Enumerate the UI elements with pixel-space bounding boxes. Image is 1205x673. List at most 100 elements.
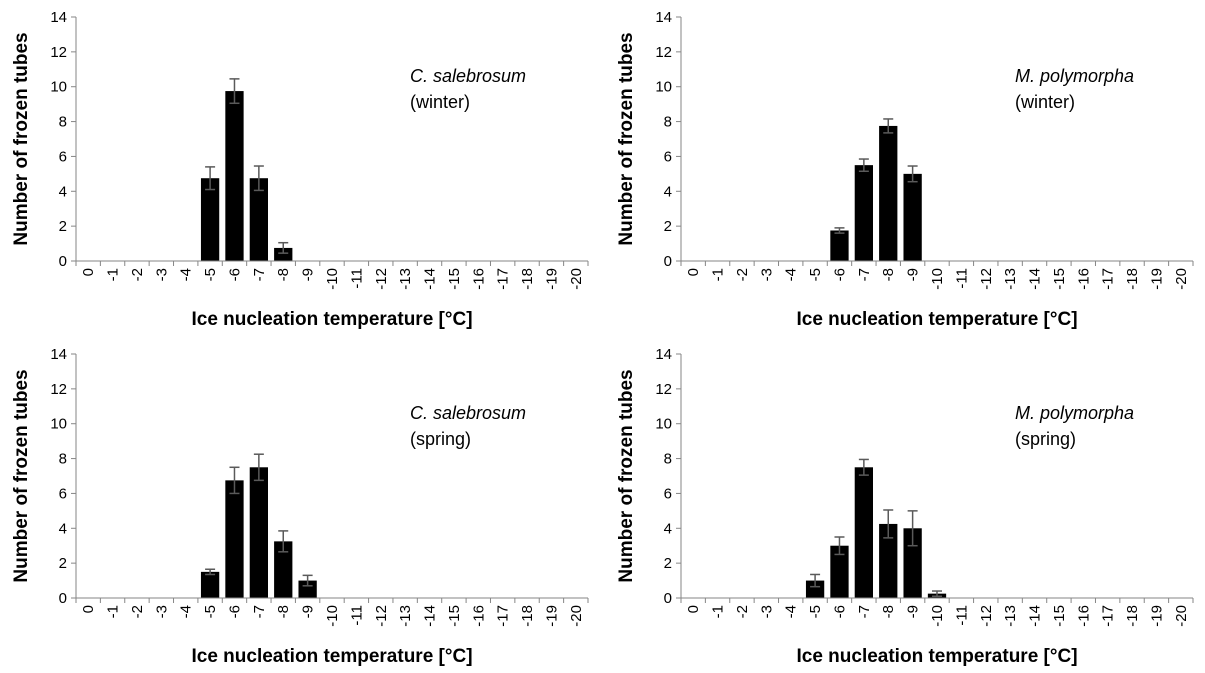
y-tick-label: 6 xyxy=(59,485,67,502)
error-bar xyxy=(858,458,869,476)
x-tick-label: -12 xyxy=(373,605,390,627)
annotation-species: C. salebrosum xyxy=(410,403,526,423)
bar xyxy=(200,571,220,598)
bar xyxy=(805,580,825,598)
x-tick-label: -12 xyxy=(978,605,995,627)
x-tick-label: -17 xyxy=(495,268,512,290)
annotation-species: M. polymorpha xyxy=(1015,403,1134,423)
y-tick-label: 2 xyxy=(59,555,67,572)
x-tick-label: -5 xyxy=(202,605,219,618)
x-tick-label: -5 xyxy=(807,605,824,618)
x-tick-label: -12 xyxy=(978,268,995,290)
error-bar xyxy=(253,453,264,482)
x-axis-title: Ice nucleation temperature [°C] xyxy=(796,646,1077,667)
x-tick-label: -13 xyxy=(397,605,414,627)
x-tick-label: -14 xyxy=(422,605,439,627)
x-tick-label: -3 xyxy=(153,605,170,618)
y-tick-label: 12 xyxy=(655,381,672,398)
x-tick-label: -19 xyxy=(543,268,560,290)
bar xyxy=(225,91,244,261)
x-tick-label: -11 xyxy=(953,268,970,289)
annotation-species: M. polymorpha xyxy=(1015,66,1134,86)
x-tick-label: -10 xyxy=(324,268,341,290)
x-tick-label: -16 xyxy=(470,268,487,290)
x-tick-label: -1 xyxy=(710,605,727,618)
y-tick-label: 10 xyxy=(50,79,67,96)
x-tick-label: -18 xyxy=(519,605,536,627)
x-tick-label: -18 xyxy=(1124,605,1141,627)
error-bar xyxy=(278,241,289,254)
x-tick-label: -7 xyxy=(856,605,873,618)
x-tick-label: -3 xyxy=(758,268,775,281)
x-tick-label: -16 xyxy=(470,605,487,627)
error-bar xyxy=(302,574,313,587)
y-tick-label: 8 xyxy=(59,114,67,131)
x-tick-label: -4 xyxy=(178,268,195,281)
x-tick-label: -15 xyxy=(446,268,463,290)
x-tick-label: -8 xyxy=(880,605,897,618)
y-tick-label: 12 xyxy=(50,44,67,61)
y-tick-label: 14 xyxy=(655,346,672,363)
x-tick-label: -17 xyxy=(1100,605,1117,627)
x-tick-label: -16 xyxy=(1075,268,1092,290)
y-tick-label: 8 xyxy=(664,114,672,131)
x-tick-label: -14 xyxy=(1027,605,1044,627)
bar xyxy=(274,541,293,598)
x-tick-label: -4 xyxy=(783,268,800,281)
x-tick-label: -6 xyxy=(831,605,848,618)
x-tick-label: -19 xyxy=(1148,605,1165,627)
y-tick-label: 6 xyxy=(664,485,672,502)
x-tick-label: -7 xyxy=(856,268,873,281)
annotation-season: (spring) xyxy=(410,429,471,449)
error-bar xyxy=(883,118,894,134)
error-bar xyxy=(834,536,845,556)
x-tick-label: -6 xyxy=(226,268,243,281)
x-tick-label: -10 xyxy=(324,605,341,627)
x-tick-label: -15 xyxy=(1051,605,1068,627)
y-axis-title: Number of frozen tubes xyxy=(616,32,637,245)
y-tick-label: 4 xyxy=(59,183,67,200)
x-tick-label: -20 xyxy=(1173,605,1190,627)
x-tick-label: -20 xyxy=(1173,268,1190,290)
y-tick-label: 14 xyxy=(50,9,67,26)
bar xyxy=(274,247,293,261)
error-bar xyxy=(253,165,264,192)
y-axis-title: Number of frozen tubes xyxy=(616,369,637,582)
x-tick-label: -9 xyxy=(300,268,317,281)
y-tick-label: 10 xyxy=(655,416,672,433)
x-tick-label: -5 xyxy=(807,268,824,281)
x-tick-label: -5 xyxy=(202,268,219,281)
error-bar xyxy=(229,466,240,495)
x-tick-label: -14 xyxy=(422,268,439,290)
y-tick-label: 6 xyxy=(664,148,672,165)
x-tick-label: -11 xyxy=(348,605,365,626)
x-tick-label: -12 xyxy=(373,268,390,290)
error-bar xyxy=(907,510,918,547)
x-tick-label: -8 xyxy=(880,268,897,281)
x-tick-label: -20 xyxy=(568,268,585,290)
x-tick-label: -10 xyxy=(929,268,946,290)
x-tick-label: -8 xyxy=(275,605,292,618)
y-tick-label: 2 xyxy=(59,218,67,235)
y-tick-label: 14 xyxy=(655,9,672,26)
y-tick-label: 0 xyxy=(664,590,672,607)
x-tick-label: -2 xyxy=(734,605,751,618)
x-tick-label: -1 xyxy=(710,268,727,281)
x-tick-label: -16 xyxy=(1075,605,1092,627)
y-tick-label: 4 xyxy=(664,183,672,200)
x-tick-label: -17 xyxy=(1100,268,1117,290)
x-tick-label: -18 xyxy=(519,268,536,290)
x-tick-label: -11 xyxy=(953,605,970,626)
y-tick-label: 2 xyxy=(664,555,672,572)
y-axis-title: Number of frozen tubes xyxy=(11,32,32,245)
annotation-species: C. salebrosum xyxy=(410,66,526,86)
y-tick-label: 12 xyxy=(655,44,672,61)
error-bar xyxy=(834,227,845,234)
error-bar xyxy=(907,165,918,183)
x-tick-label: 0 xyxy=(685,605,702,613)
x-tick-label: 0 xyxy=(80,268,97,276)
x-tick-label: 0 xyxy=(685,268,702,276)
